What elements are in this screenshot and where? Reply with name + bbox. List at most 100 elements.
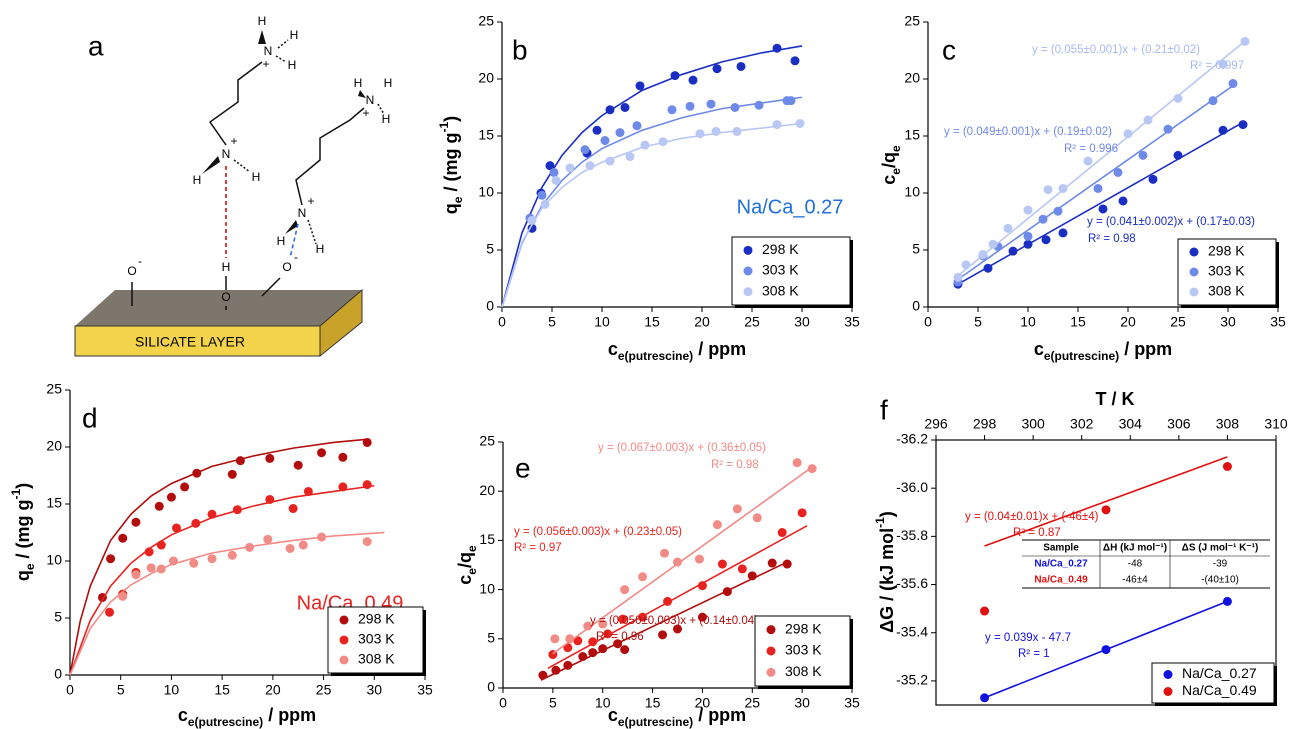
point (538, 670, 548, 680)
legend-marker (1189, 247, 1199, 257)
point (1118, 196, 1128, 206)
atom: N (366, 93, 375, 107)
y-tick-label: 10 (46, 552, 62, 568)
x-tick-label: 20 (1120, 314, 1136, 330)
legend-label: 298 K (1208, 243, 1245, 259)
point (663, 596, 673, 606)
legend (1151, 662, 1275, 704)
axis-label: ce/qe (879, 145, 903, 185)
label-part: c (1034, 339, 1044, 359)
point (265, 494, 275, 504)
slab-side (319, 288, 363, 358)
x-tick-label: 10 (594, 314, 610, 330)
point (598, 619, 608, 629)
point (362, 537, 372, 547)
annotation: Na/Ca_0.27 (737, 196, 844, 218)
label-part: ) (877, 511, 897, 517)
label-part: / ppm (1119, 339, 1172, 359)
point (540, 199, 550, 209)
point (618, 614, 628, 624)
label-part: e(putrescine) (188, 715, 263, 729)
point (227, 469, 237, 479)
point (1008, 246, 1018, 256)
x-tick-label: 25 (744, 314, 760, 330)
legend-marker (1189, 287, 1199, 297)
table-cell: -46±4 (1122, 575, 1148, 586)
label-part: e(putrescine) (618, 715, 693, 729)
point (288, 504, 298, 514)
legend-label: 303 K (762, 262, 799, 278)
point (1101, 505, 1111, 515)
y-tick-label: -35.4 (896, 623, 928, 639)
point (583, 621, 593, 631)
point (625, 152, 635, 162)
point (980, 606, 990, 616)
point (285, 543, 295, 553)
x-tick-label: 0 (498, 314, 506, 330)
atom: H (277, 234, 286, 248)
label-part: e (23, 563, 37, 570)
x-tick-label: 15 (644, 314, 660, 330)
point (1023, 239, 1033, 249)
point (1098, 204, 1108, 214)
point (1003, 223, 1013, 233)
point (792, 458, 802, 468)
point (227, 550, 237, 560)
point (172, 523, 181, 533)
legend-label: 303 K (358, 631, 395, 647)
point (144, 547, 154, 557)
point (131, 517, 141, 527)
label-part: / (mg g (441, 132, 461, 196)
y-tick-label: 10 (478, 184, 494, 200)
y-tick-label: 15 (904, 127, 920, 143)
point (737, 564, 747, 574)
point (1208, 96, 1218, 106)
point (712, 64, 722, 74)
axis-label: ce/qe (455, 545, 479, 585)
legend-label: 298 K (785, 620, 822, 636)
point (1101, 645, 1111, 655)
x-tick-label: 20 (265, 682, 281, 698)
annotation: y = 0.039x - 47.7 (985, 632, 1071, 644)
legend-marker (1163, 670, 1173, 679)
point (588, 648, 598, 658)
annotation: R² = 0.98 (711, 459, 759, 471)
point (730, 103, 740, 112)
atom: H (354, 76, 363, 90)
legend-marker (1189, 267, 1199, 277)
point (697, 581, 707, 591)
panel-a: a SILICATE LAYER H H N + H (74, 14, 392, 358)
y-tick-label: 20 (904, 70, 920, 86)
point (1058, 183, 1068, 193)
point (988, 239, 998, 249)
point (189, 558, 199, 568)
point (131, 570, 141, 580)
x-tick-label: 306 (1167, 416, 1191, 432)
point (660, 548, 670, 558)
legend-label: 308 K (785, 663, 822, 679)
axis-label: ce(putrescine) / ppm (178, 705, 316, 729)
table-header: ΔH (kJ mol⁻¹) (1103, 543, 1167, 554)
legend-label: Na/Ca_0.27 (1182, 665, 1257, 681)
point (980, 693, 990, 703)
charge: + (262, 57, 269, 71)
point (1143, 115, 1153, 125)
y-tick-label: 5 (487, 630, 495, 646)
point (790, 56, 800, 66)
annotation: y = (0.055±0.001)x + (0.21±0.02) (1032, 44, 1200, 56)
point (620, 645, 630, 655)
point (638, 612, 648, 622)
axis-label: ce(putrescine) / ppm (1034, 339, 1172, 363)
y-tick-label: 0 (912, 298, 920, 314)
y-tick-label: 15 (46, 495, 62, 511)
point (573, 636, 583, 646)
x-tick-label: 30 (366, 682, 382, 698)
point (192, 468, 202, 478)
y-tick-label: 25 (46, 381, 62, 397)
legend-marker (1163, 687, 1173, 696)
table-cell: -48 (1128, 559, 1143, 570)
point (551, 665, 561, 675)
label-part: q (441, 203, 461, 214)
panel-label: c (942, 34, 956, 65)
atom: O (282, 260, 291, 274)
